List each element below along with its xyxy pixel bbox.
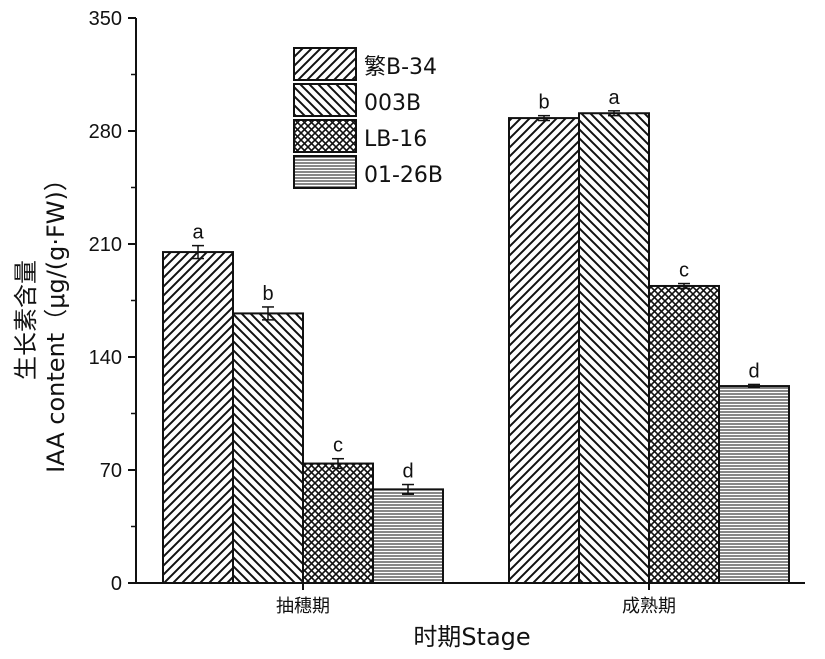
y-tick-label: 280 <box>89 121 122 143</box>
bar <box>578 112 650 584</box>
legend-swatch <box>293 155 357 189</box>
y-axis-title-cn: 生长素含量 <box>12 260 40 380</box>
bars: a b c d b a c d <box>162 87 790 584</box>
y-axis-title-en: IAA content（μg/(g·FW)） <box>42 167 70 473</box>
bar <box>718 385 790 584</box>
bar <box>232 312 304 584</box>
bar <box>648 284 720 584</box>
significance-label: d <box>748 360 759 382</box>
legend-swatch <box>293 83 357 117</box>
bar <box>302 462 374 584</box>
legend-swatch <box>293 47 357 81</box>
y-tick-label: 70 <box>100 460 122 482</box>
x-axis-title-en: Stage <box>461 623 530 651</box>
significance-label: b <box>262 283 273 305</box>
x-tick-label: 成熟期 <box>622 596 676 617</box>
bar <box>372 488 444 584</box>
y-ticks: 0 70 140 210 280 350 <box>89 8 136 595</box>
legend-label: 003B <box>364 91 421 116</box>
legend: 繁B-34 003B LB-16 01-26B <box>293 47 443 189</box>
y-tick-label: 350 <box>89 8 122 30</box>
bar <box>508 117 580 584</box>
y-axis-title: 生长素含量 <box>12 260 40 380</box>
legend-swatch <box>293 119 357 153</box>
legend-label: LB-16 <box>364 127 427 152</box>
x-tick-label: 抽穗期 <box>276 596 330 617</box>
significance-label: c <box>333 435 343 457</box>
significance-label: d <box>402 461 413 483</box>
significance-label: a <box>192 222 204 244</box>
legend-label: 01-26B <box>364 163 443 188</box>
x-axis-title-cn: 时期 <box>413 623 461 651</box>
x-axis-title: 时期Stage <box>413 623 530 651</box>
y-tick-label: 140 <box>89 347 122 369</box>
significance-label: a <box>608 87 620 109</box>
significance-label: c <box>679 260 689 282</box>
y-tick-label: 0 <box>111 573 122 595</box>
significance-label: b <box>538 92 549 114</box>
bar <box>162 251 234 584</box>
x-categories: 抽穗期 成熟期 <box>276 583 676 617</box>
y-tick-label: 210 <box>89 234 122 256</box>
legend-label: 繁B-34 <box>364 55 437 80</box>
